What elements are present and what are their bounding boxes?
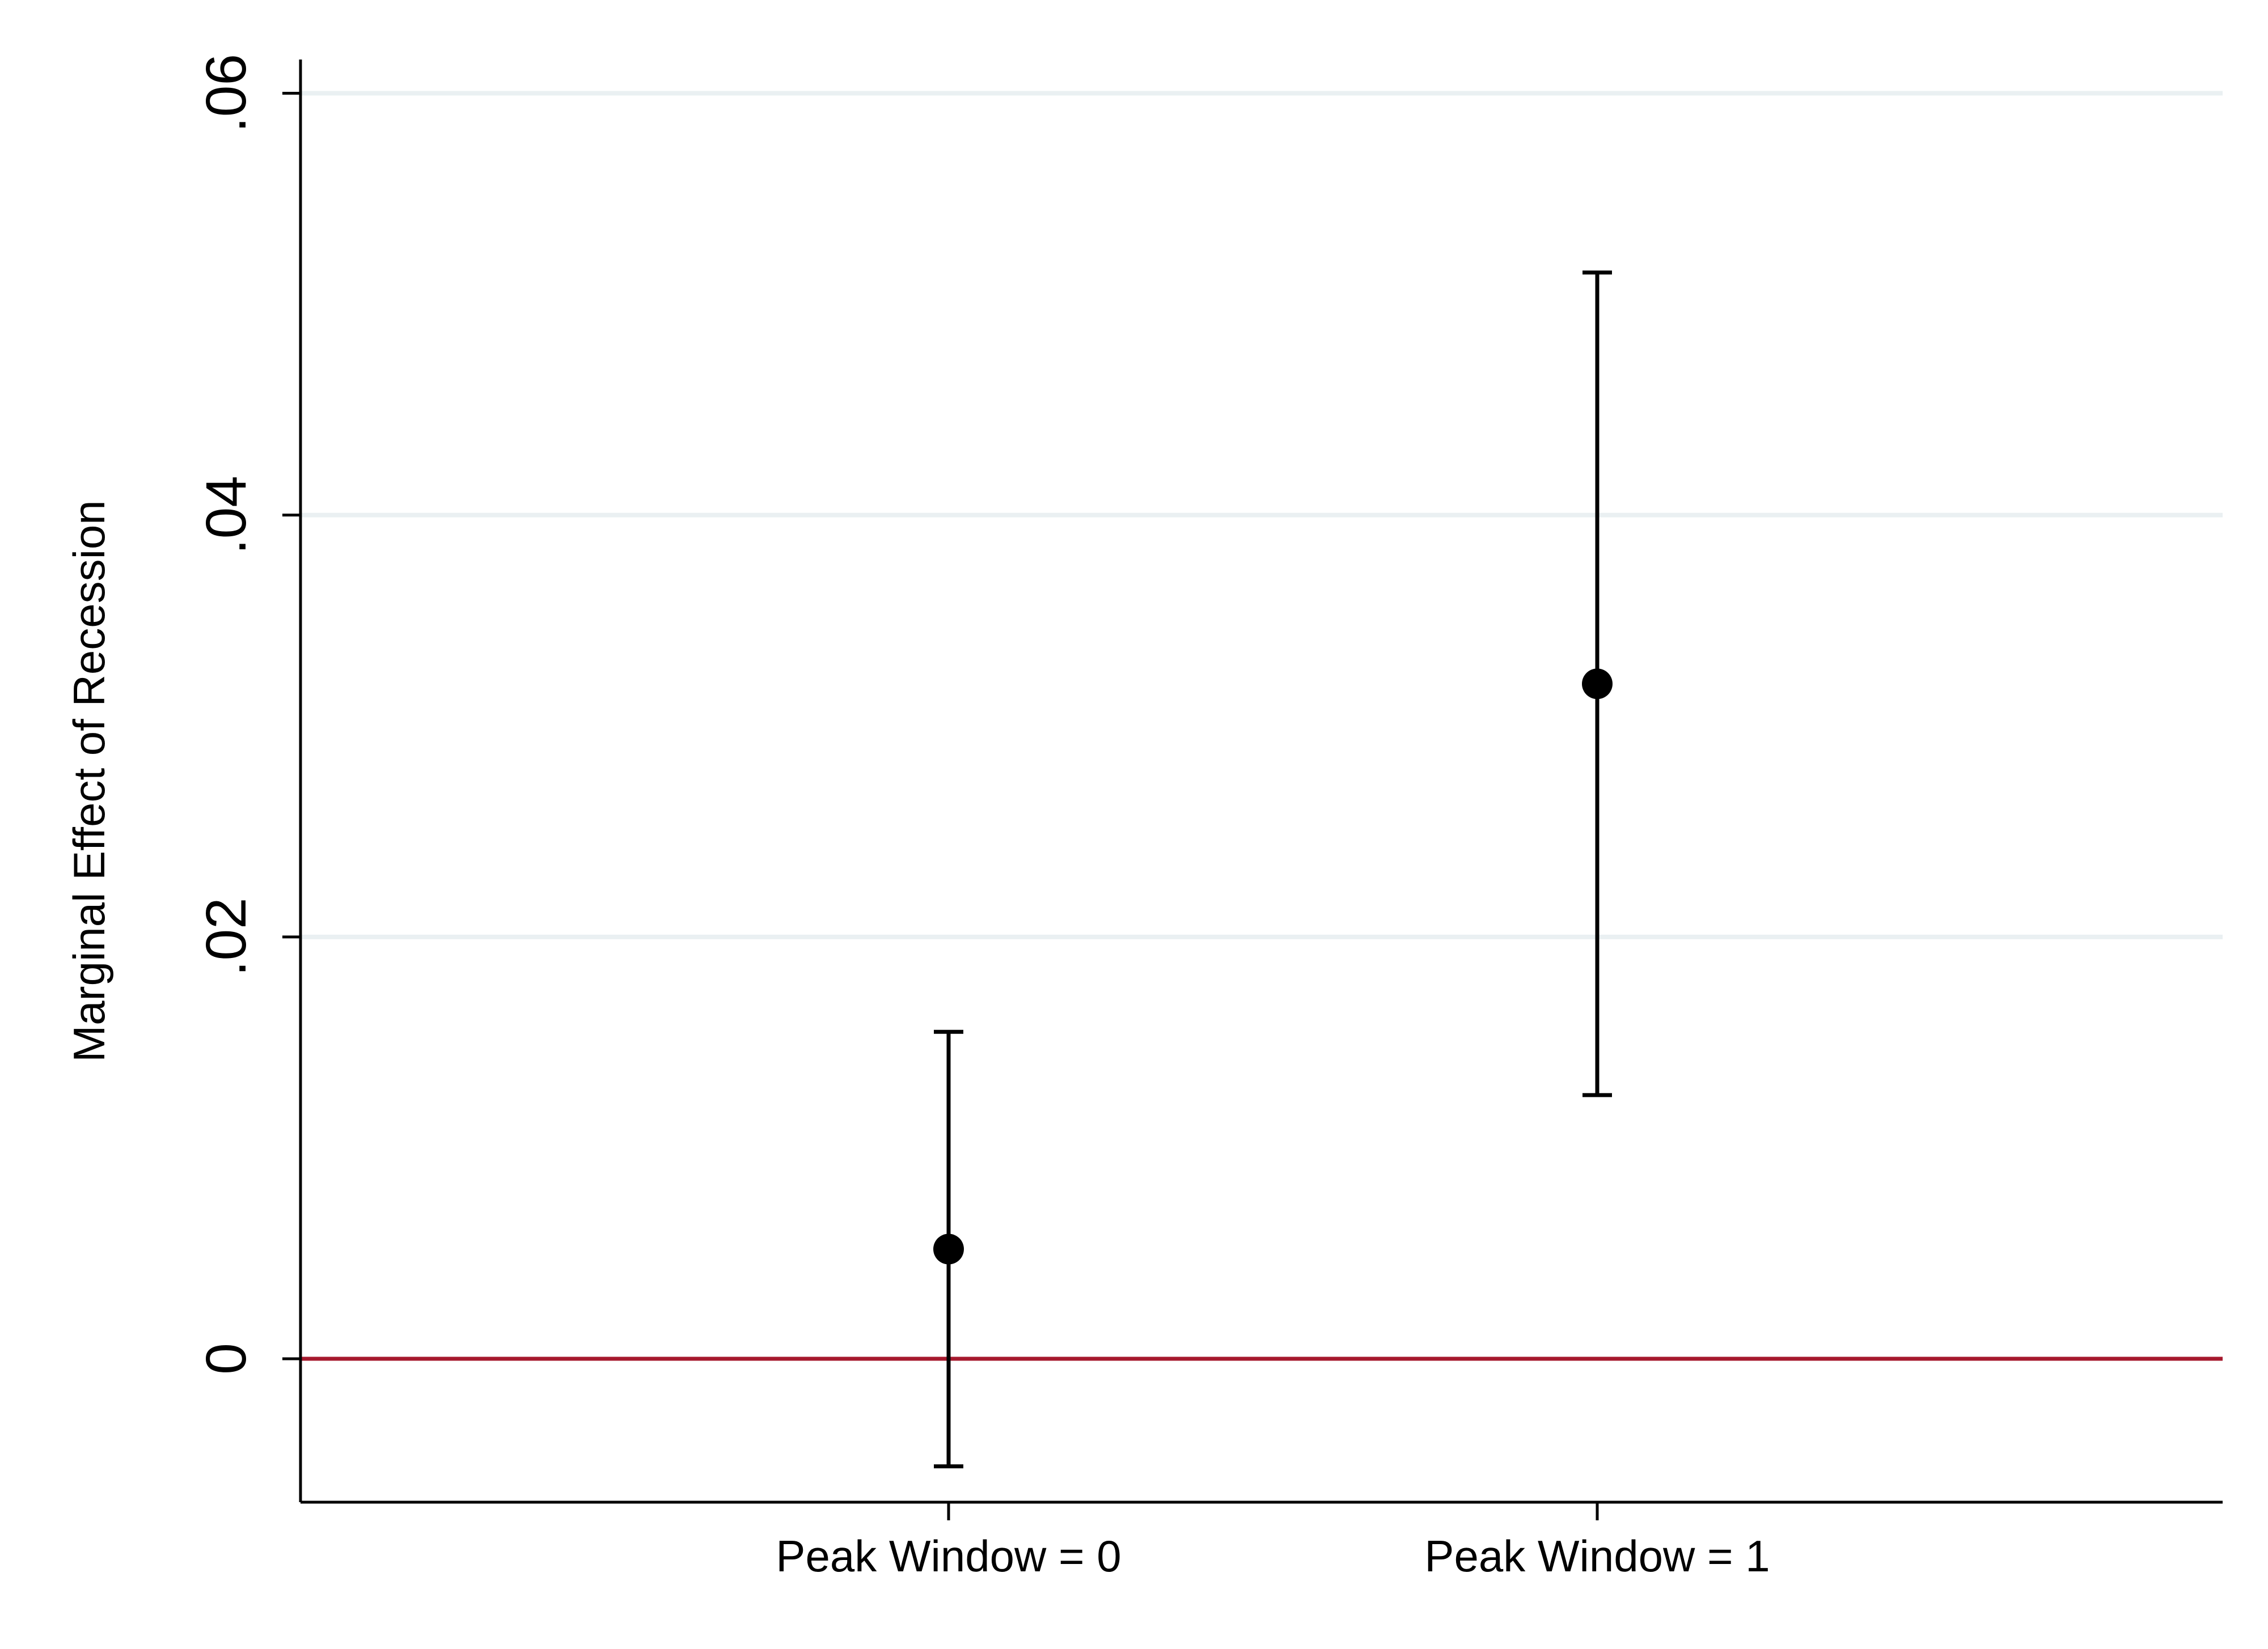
x-ticks: Peak Window = 0 Peak Window = 1 [776, 1502, 1770, 1581]
y-tick-label: .04 [194, 476, 258, 554]
point-estimate-marker [933, 1233, 964, 1265]
x-category-label: Peak Window = 1 [1424, 1531, 1770, 1581]
estimate-group [933, 1029, 964, 1469]
data-marks [933, 270, 1613, 1469]
estimate-group [1582, 270, 1613, 1097]
y-axis-title: Marginal Effect of Recession [64, 500, 114, 1062]
point-estimate-marker [1582, 668, 1613, 700]
y-tick-label: 0 [194, 1343, 258, 1375]
y-tick-label: .06 [194, 54, 258, 133]
grid-lines [301, 91, 2223, 939]
x-category-label: Peak Window = 0 [776, 1531, 1121, 1581]
axes [299, 60, 2223, 1504]
y-ticks: 0 .02 .04 .06 [194, 54, 301, 1375]
y-tick-label: .02 [194, 897, 258, 976]
